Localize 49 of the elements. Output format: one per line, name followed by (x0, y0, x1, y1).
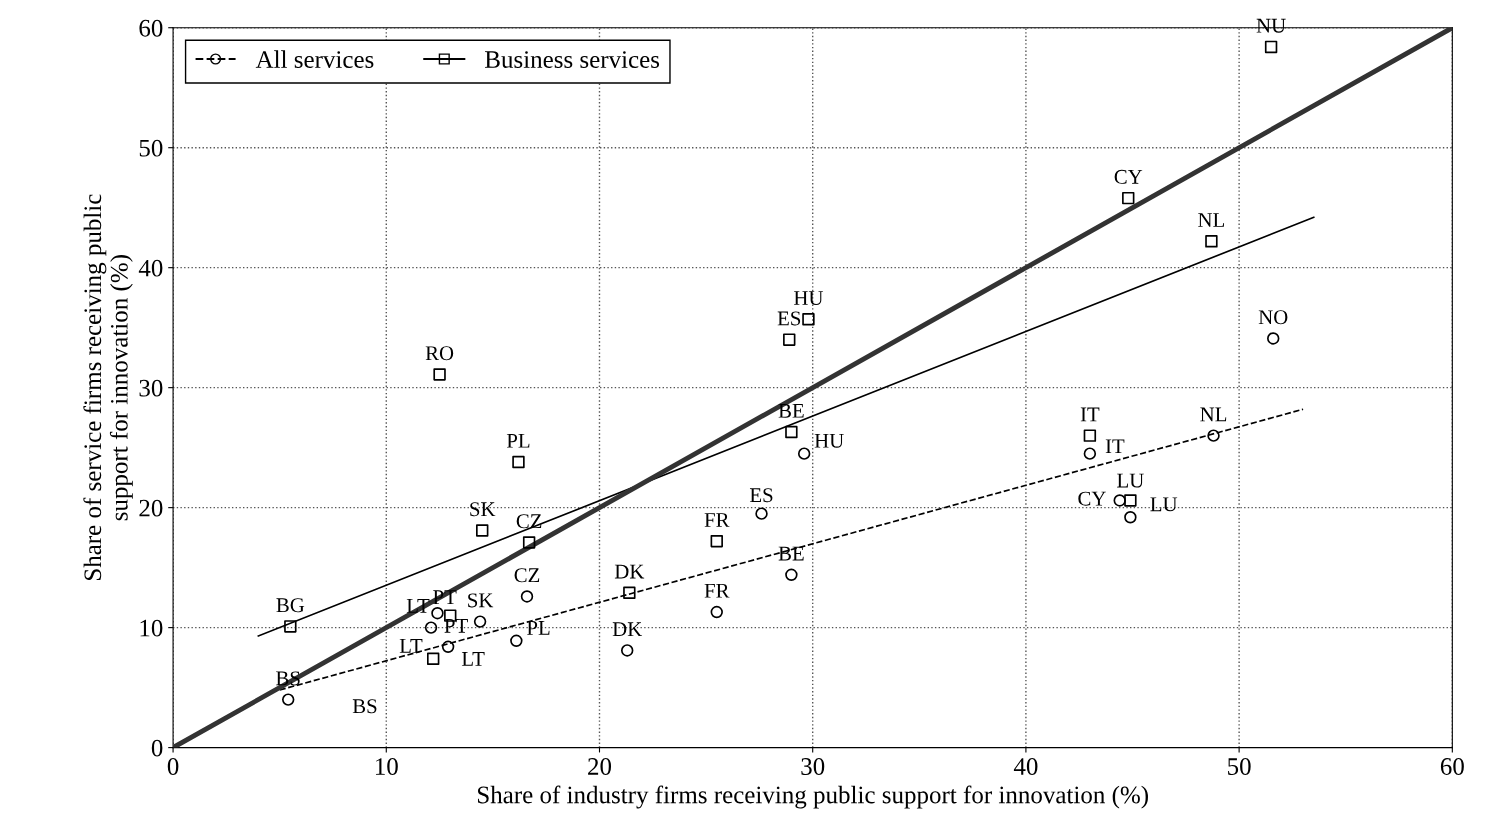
data-label: CZ (516, 514, 542, 529)
legend-label: All services (255, 50, 374, 68)
data-label: ES (777, 311, 801, 326)
data-label: PT (444, 618, 468, 633)
annotation: BS (352, 699, 377, 714)
y-tick-label: 50 (139, 139, 163, 157)
x-tick-label: 10 (375, 758, 398, 775)
data-label: NL (1198, 213, 1225, 227)
data-label: DK (612, 622, 643, 637)
y-tick-label: 30 (139, 379, 163, 397)
y-tick-label: 20 (139, 499, 163, 517)
x-tick-label: 30 (801, 758, 825, 775)
y-axis-title: Share of service firms receiving public support for innovation (%) (83, 194, 133, 581)
data-label: IT (1105, 439, 1125, 454)
data-label: CZ (514, 568, 540, 583)
data-label: IT (1080, 407, 1100, 422)
data-label: FR (704, 583, 730, 598)
x-tick-label: 0 (167, 758, 179, 775)
data-label: LU (1150, 497, 1178, 512)
y-tick-label: 40 (138, 259, 163, 277)
data-label: NO (1258, 310, 1288, 325)
data-label: CY (1078, 491, 1106, 506)
data-label: BG (276, 598, 305, 613)
x-tick-label: 50 (1228, 758, 1251, 775)
data-label: LT (399, 639, 423, 653)
data-label: PL (506, 433, 530, 448)
data-label: CY (1114, 169, 1143, 184)
data-label: BE (778, 403, 804, 418)
x-tick-label: 40 (1013, 758, 1038, 775)
data-label: BE (778, 546, 804, 561)
data-label: LU (1117, 473, 1144, 488)
data-label: PL (527, 621, 550, 635)
y-tick-label: 0 (151, 739, 163, 757)
data-label: ES (749, 488, 773, 503)
x-tick-label: 20 (588, 758, 612, 775)
y-tick-label: 60 (139, 19, 163, 37)
legend-label: Business services (485, 51, 660, 68)
data-label: DK (614, 564, 645, 579)
data-label: SK (468, 593, 494, 608)
data-label: LT (461, 652, 485, 666)
x-tick-label: 60 (1440, 758, 1464, 775)
data-label: FR (704, 513, 730, 527)
x-axis-title: Share of industry firms receiving public support for innovation (%) (477, 785, 1148, 809)
data-label: HU (814, 433, 844, 448)
data-label: SK (470, 502, 496, 517)
data-label: RO (425, 346, 454, 361)
data-label: HU (793, 291, 824, 306)
data-label: NL (1200, 407, 1227, 422)
y-tick-label: 10 (140, 619, 163, 637)
